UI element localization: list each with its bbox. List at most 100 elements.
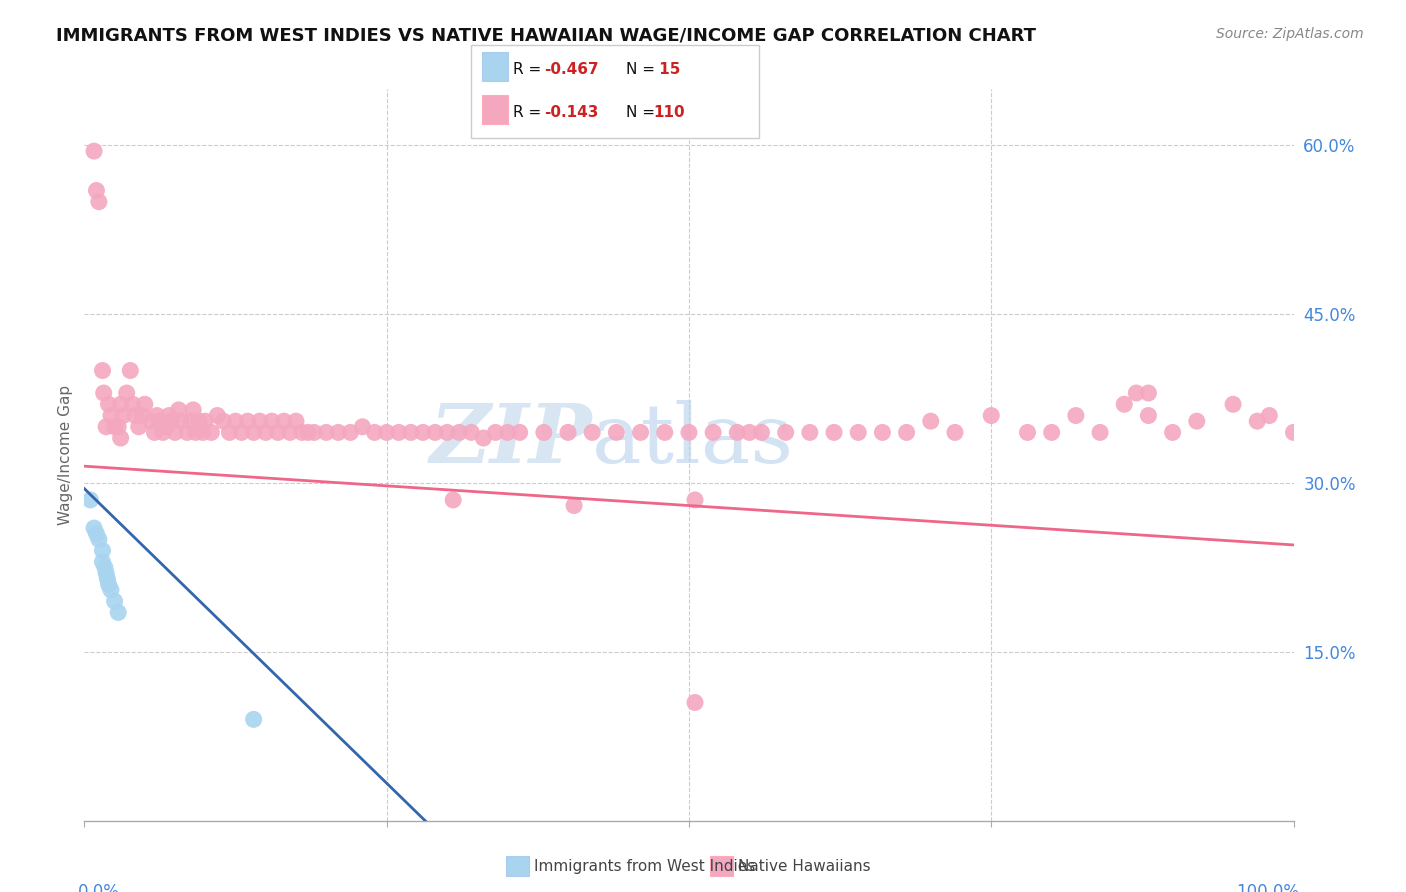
Point: [86, 526, 108, 541]
Point: [328, 425, 350, 440]
Point: [980, 409, 1002, 423]
Text: IMMIGRANTS FROM WEST INDIES VS NATIVE HAWAIIAN WAGE/INCOME GAP CORRELATION CHART: IMMIGRANTS FROM WEST INDIES VS NATIVE HA…: [56, 27, 1036, 45]
Point: [96, 572, 118, 586]
Point: [91, 555, 114, 569]
Text: Native Hawaiians: Native Hawaiians: [738, 859, 870, 873]
Point: [218, 425, 240, 440]
Point: [1088, 425, 1111, 440]
Point: [441, 492, 464, 507]
Text: Immigrants from West Indies: Immigrants from West Indies: [534, 859, 755, 873]
Point: [1222, 397, 1244, 411]
Point: [472, 431, 495, 445]
Point: [297, 425, 319, 440]
Point: [242, 712, 264, 726]
Text: R =: R =: [513, 62, 547, 78]
Point: [200, 425, 222, 440]
Point: [128, 419, 150, 434]
Point: [131, 409, 153, 423]
Point: [83, 144, 105, 158]
Point: [242, 425, 264, 440]
Point: [167, 403, 190, 417]
Point: [160, 414, 183, 428]
Point: [557, 425, 579, 440]
Point: [1125, 386, 1147, 401]
Point: [399, 425, 422, 440]
Point: [533, 425, 555, 440]
Point: [278, 425, 301, 440]
Point: [872, 425, 894, 440]
Point: [799, 425, 821, 440]
Point: [1137, 386, 1160, 401]
Point: [231, 425, 253, 440]
Point: [1040, 425, 1063, 440]
Point: [207, 409, 229, 423]
Point: [1185, 414, 1208, 428]
Point: [449, 425, 471, 440]
Point: [146, 409, 169, 423]
Point: [751, 425, 773, 440]
Point: [83, 521, 105, 535]
Point: [1137, 409, 1160, 423]
Point: [775, 425, 797, 440]
Point: [920, 414, 942, 428]
Point: [165, 425, 187, 440]
Point: [184, 425, 207, 440]
Point: [388, 425, 411, 440]
Y-axis label: Wage/Income Gap: Wage/Income Gap: [58, 384, 73, 525]
Point: [188, 414, 211, 428]
Point: [152, 425, 174, 440]
Point: [97, 397, 120, 411]
Point: [236, 414, 259, 428]
Point: [683, 696, 706, 710]
Point: [110, 431, 132, 445]
Point: [110, 397, 132, 411]
Text: N =: N =: [626, 62, 659, 78]
Point: [943, 425, 966, 440]
Point: [124, 409, 146, 423]
Point: [654, 425, 676, 440]
Point: [339, 425, 361, 440]
Point: [157, 409, 180, 423]
Point: [107, 419, 129, 434]
Point: [97, 577, 120, 591]
Point: [100, 409, 122, 423]
Point: [678, 425, 700, 440]
Text: ZIP: ZIP: [430, 401, 592, 480]
Point: [94, 560, 117, 574]
Text: 0.0%: 0.0%: [79, 882, 120, 892]
Point: [352, 419, 374, 434]
Point: [176, 425, 198, 440]
Point: [460, 425, 482, 440]
Point: [291, 425, 314, 440]
Point: [91, 363, 114, 377]
Point: [104, 594, 127, 608]
Point: [683, 492, 706, 507]
Point: [605, 425, 627, 440]
Point: [191, 425, 214, 440]
Point: [581, 425, 603, 440]
Text: Source: ZipAtlas.com: Source: ZipAtlas.com: [1216, 27, 1364, 41]
Text: 100.0%: 100.0%: [1236, 882, 1299, 892]
Point: [93, 386, 115, 401]
Point: [1282, 425, 1305, 440]
Point: [115, 386, 138, 401]
Point: [412, 425, 434, 440]
Point: [399, 836, 422, 850]
Point: [1161, 425, 1184, 440]
Point: [155, 419, 177, 434]
Point: [363, 425, 385, 440]
Point: [1114, 397, 1136, 411]
Text: -0.143: -0.143: [544, 105, 599, 120]
Point: [87, 194, 110, 209]
Point: [94, 419, 117, 434]
Point: [100, 582, 122, 597]
Point: [436, 425, 458, 440]
Point: [738, 425, 761, 440]
Point: [170, 414, 193, 428]
Point: [254, 425, 277, 440]
Point: [121, 397, 143, 411]
Text: atlas: atlas: [592, 401, 794, 480]
Point: [630, 425, 652, 440]
Text: N =: N =: [626, 105, 659, 120]
Point: [823, 425, 845, 440]
